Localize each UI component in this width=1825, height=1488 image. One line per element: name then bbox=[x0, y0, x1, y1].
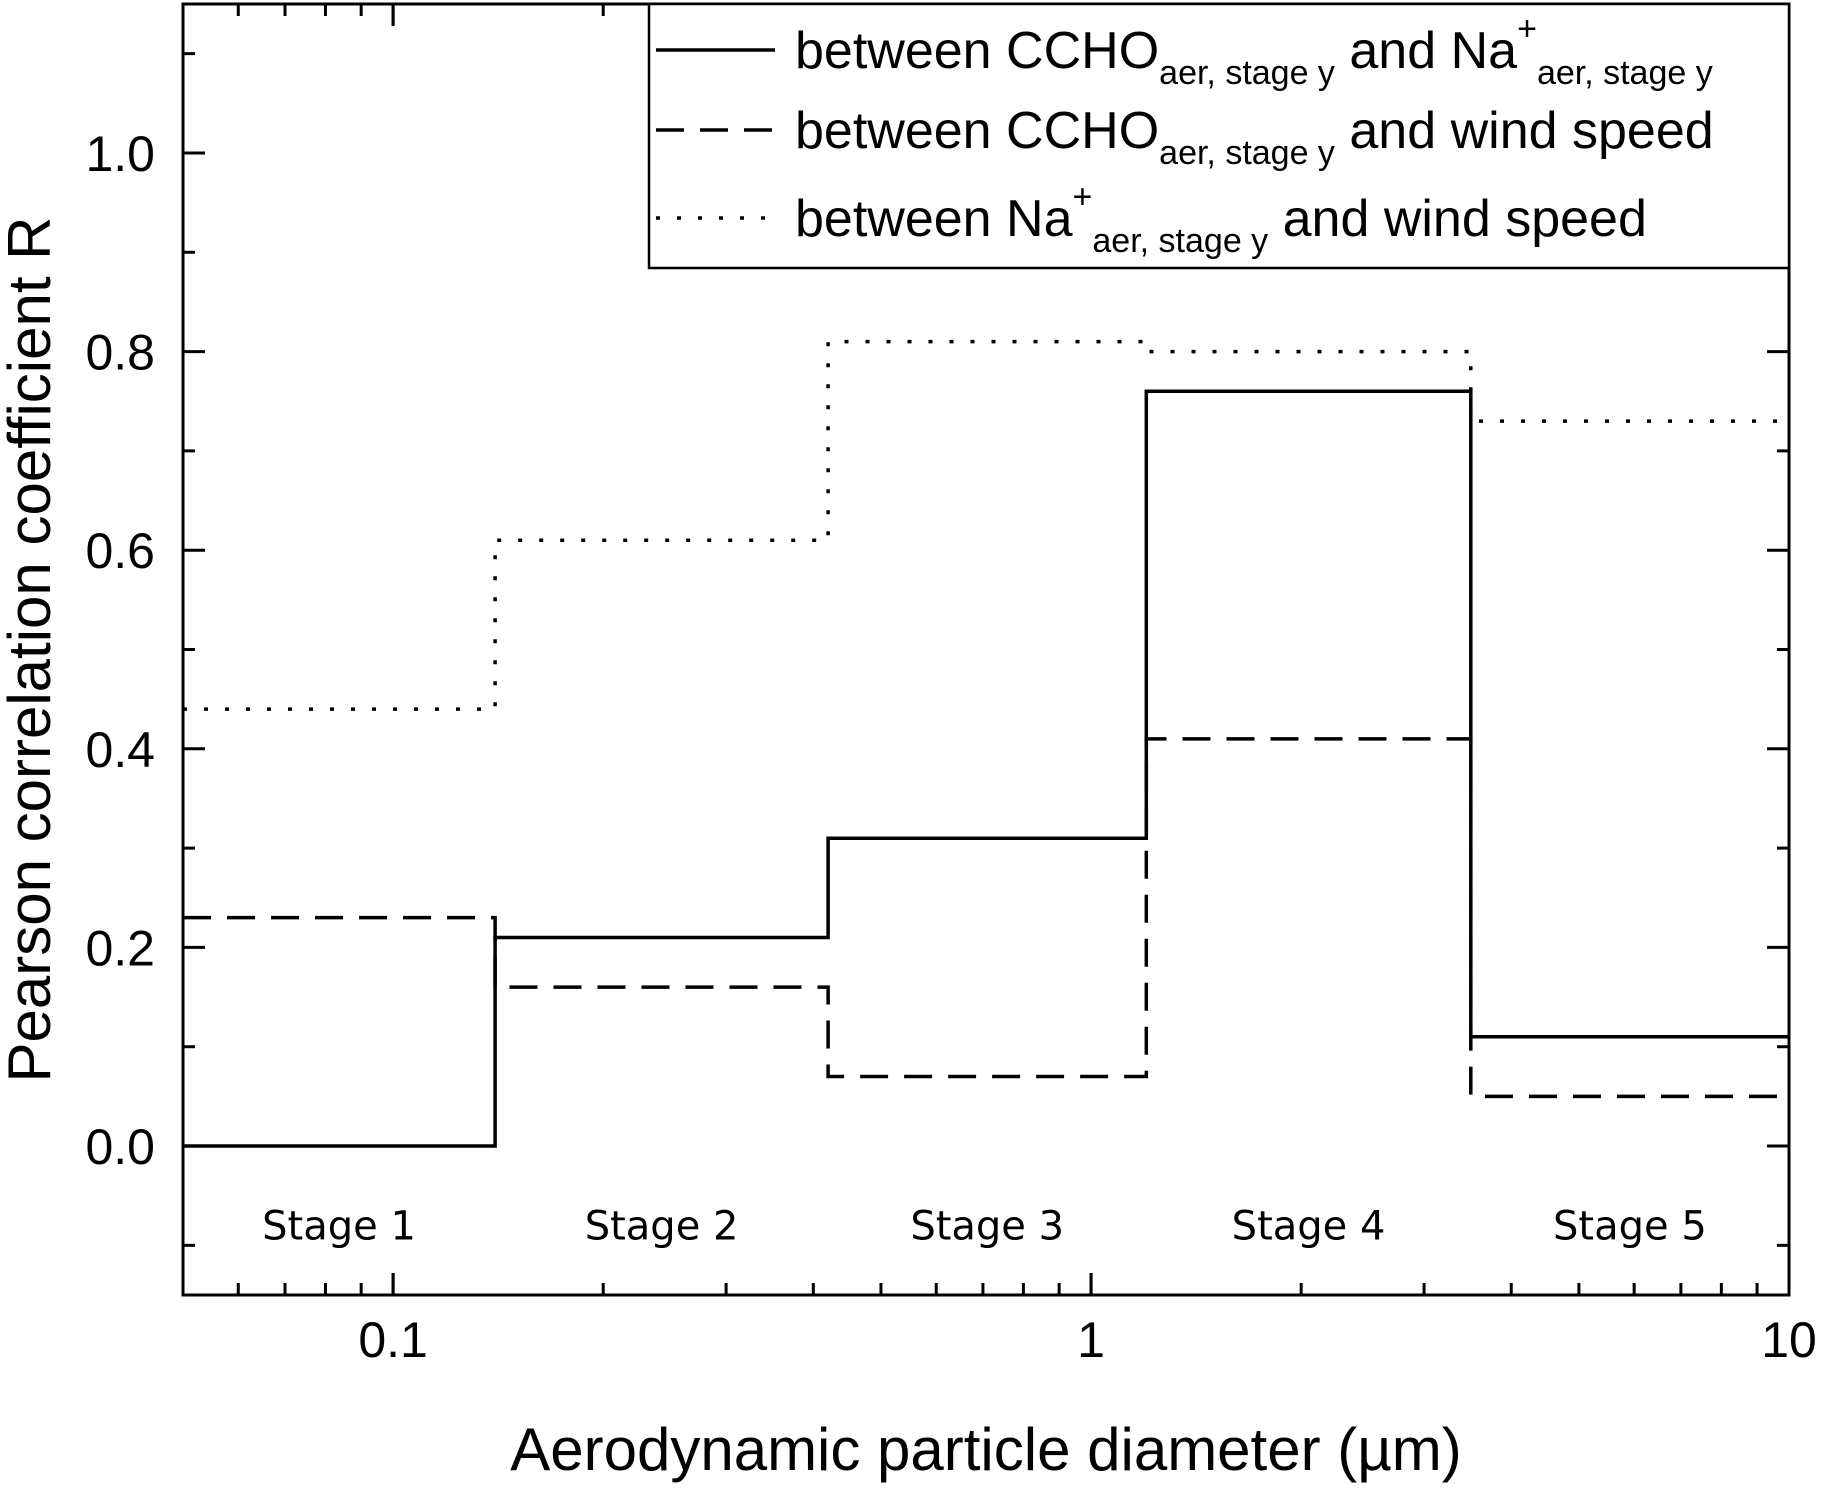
stage-label: Stage 2 bbox=[585, 1203, 739, 1249]
y-tick-label: 1.0 bbox=[85, 126, 155, 182]
legend-entry-text: between CCHOaer, stage y and wind speed bbox=[795, 102, 1714, 172]
x-axis-title: Aerodynamic particle diameter (µm) bbox=[510, 1416, 1462, 1483]
x-tick-label: 10 bbox=[1761, 1312, 1817, 1368]
legend-entry-text: between Na+aer, stage y and wind speed bbox=[795, 178, 1647, 260]
stage-label: Stage 4 bbox=[1232, 1203, 1386, 1249]
stage-label: Stage 3 bbox=[910, 1203, 1064, 1249]
y-axis-title: Pearson correlation coefficient R bbox=[0, 216, 63, 1082]
legend: between CCHOaer, stage y and Na+aer, sta… bbox=[647, 2, 1791, 270]
legend-entry-text: between CCHOaer, stage y and Na+aer, sta… bbox=[795, 10, 1713, 92]
y-tick-label: 0.4 bbox=[85, 722, 155, 778]
stage-label: Stage 5 bbox=[1553, 1203, 1707, 1249]
stage-label: Stage 1 bbox=[262, 1203, 416, 1249]
series-line-dotted bbox=[183, 339, 1789, 711]
series-line-solid bbox=[183, 389, 1789, 1148]
x-tick-label: 0.1 bbox=[358, 1312, 428, 1368]
y-tick-label: 0.6 bbox=[85, 523, 155, 579]
x-tick-label: 1 bbox=[1077, 1312, 1105, 1368]
y-tick-label: 0.8 bbox=[85, 325, 155, 381]
legend-box bbox=[647, 2, 1791, 270]
y-tick-label: 0.0 bbox=[85, 1119, 155, 1175]
series-line-dashed bbox=[183, 737, 1789, 1099]
y-tick-label: 0.2 bbox=[85, 920, 155, 976]
